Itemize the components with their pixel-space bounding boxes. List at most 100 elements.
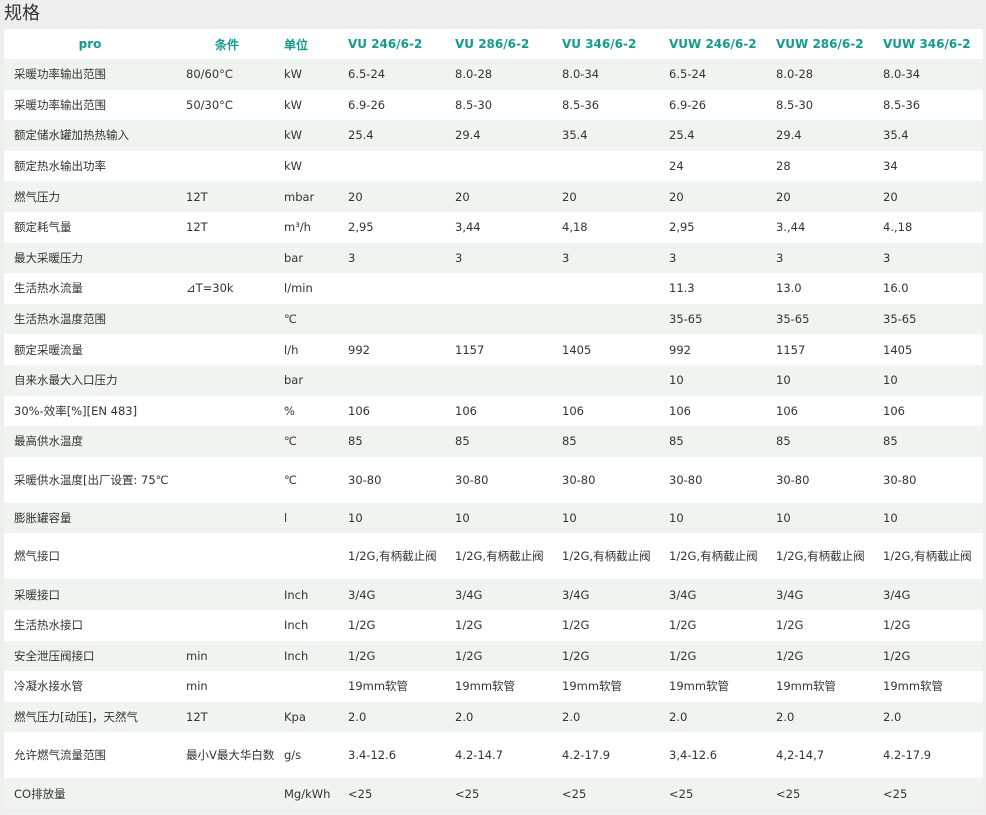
condition-cell <box>176 396 278 427</box>
unit-cell: % <box>284 403 295 418</box>
value-cell: 30-80 <box>669 472 703 487</box>
value-cell: 29.4 <box>455 128 481 143</box>
value-cell: 1/2G <box>455 618 483 633</box>
value-cell: 30-80 <box>348 472 382 487</box>
condition-cell <box>176 778 278 809</box>
value-cell: 2.0 <box>669 709 688 724</box>
spec-name-cell: 生活热水流量 <box>14 281 83 296</box>
value-cell: 3 <box>348 250 356 265</box>
condition-cell <box>176 457 278 503</box>
value-cell: 1405 <box>562 342 592 357</box>
condition-cell: 最小V最大华白数 <box>186 748 275 763</box>
value-cell: 1/2G <box>883 618 911 633</box>
unit-cell: m³/h <box>284 220 311 235</box>
value-cell: 35-65 <box>669 312 703 327</box>
table-row: 额定储水罐加热热输入 kW 25.4 29.4 35.4 25.4 29.4 35.4 <box>4 120 983 151</box>
table-row: 生活热水接口 Inch 1/2G 1/2G 1/2G 1/2G 1/2G 1/2G <box>4 609 983 641</box>
value-cell: 8.0-34 <box>883 67 921 82</box>
value-cell: 19mm软管 <box>348 679 409 694</box>
spec-name-cell: 燃气接口 <box>14 549 60 564</box>
value-cell: 6.9-26 <box>348 97 386 112</box>
value-cell: 4.,18 <box>883 220 913 235</box>
value-cell <box>556 365 663 396</box>
unit-cell: bar <box>284 250 304 265</box>
spec-name-cell: 燃气压力 <box>14 189 60 204</box>
page-title: 规格 <box>4 3 40 24</box>
unit-cell: bar <box>284 373 304 388</box>
value-cell: 3/4G <box>883 587 911 602</box>
value-cell: 3.4-12.6 <box>348 748 397 763</box>
value-cell: 13.0 <box>776 281 802 296</box>
value-cell <box>342 304 449 335</box>
value-cell <box>556 273 663 304</box>
header-vu-346: VU 346/6-2 <box>562 37 637 51</box>
value-cell: 1157 <box>776 342 806 357</box>
table-row: 生活热水流量 ⊿T=30k l/min 11.3 13.0 16.0 <box>4 273 983 304</box>
value-cell: 19mm软管 <box>562 679 623 694</box>
header-vuw-286: VUW 286/6-2 <box>776 37 864 51</box>
header-vu-286: VU 286/6-2 <box>455 37 530 51</box>
unit-cell: Inch <box>284 587 309 602</box>
unit-cell: kW <box>284 128 303 143</box>
value-cell: 106 <box>883 403 905 418</box>
table-row: 生活热水温度范围 ℃ 35-65 35-65 35-65 <box>4 303 983 335</box>
value-cell: 10 <box>776 373 791 388</box>
value-cell: 106 <box>348 403 370 418</box>
table-row: 采暖供水温度[出厂设置: 75℃ ℃ 30-80 30-80 30-80 30-80 30-… <box>4 456 983 503</box>
value-cell: 3,4-12.6 <box>669 748 718 763</box>
unit-cell: ℃ <box>284 434 297 449</box>
value-cell: 4.2-14.7 <box>455 748 504 763</box>
value-cell: 34 <box>883 159 898 174</box>
header-vuw-346: VUW 346/6-2 <box>883 37 971 51</box>
spec-name-cell: 30%-效率[%][EN 483] <box>14 403 138 418</box>
table-row: 额定耗气量 12T m³/h 2,95 3,44 4,18 2,95 3.,44 4.,18 <box>4 211 983 243</box>
table-row: CO排放量 Mg/kWh <25 <25 <25 <25 <25 <25 <box>4 778 983 809</box>
value-cell: 4.2-17.9 <box>883 748 932 763</box>
value-cell <box>342 365 449 396</box>
condition-cell <box>176 243 278 274</box>
value-cell: 19mm软管 <box>455 679 516 694</box>
value-cell: <25 <box>348 786 373 801</box>
value-cell: 10 <box>669 511 684 526</box>
value-cell: 2,95 <box>348 220 374 235</box>
unit-cell: kW <box>284 97 303 112</box>
unit-cell: l/min <box>284 281 313 296</box>
value-cell: 1/2G <box>883 648 911 663</box>
value-cell: 6.5-24 <box>348 67 386 82</box>
value-cell: 35-65 <box>883 312 917 327</box>
value-cell: 6.9-26 <box>669 97 707 112</box>
value-cell: 106 <box>562 403 584 418</box>
value-cell: 35.4 <box>562 128 588 143</box>
value-cell: 10 <box>669 373 684 388</box>
value-cell: 8.0-28 <box>455 67 493 82</box>
value-cell: 1/2G <box>776 618 804 633</box>
table-row: 安全泄压阀接口 min Inch 1/2G 1/2G 1/2G 1/2G 1/2G 1/2G <box>4 640 983 672</box>
value-cell: 24 <box>669 159 684 174</box>
value-cell: 35-65 <box>776 312 810 327</box>
spec-name-cell: 燃气压力[动压]，天然气 <box>14 709 138 724</box>
spec-name-cell: 采暖供水温度[出厂设置: 75℃ <box>14 472 169 487</box>
value-cell: 1/2G <box>348 618 376 633</box>
spec-name-cell: 采暖功率输出范围 <box>14 67 106 82</box>
spec-name-cell: 最大采暖压力 <box>14 250 83 265</box>
value-cell: 4,18 <box>562 220 588 235</box>
condition-cell: 50/30°C <box>186 97 233 112</box>
condition-cell: min <box>186 648 208 663</box>
value-cell <box>449 273 556 304</box>
spec-name-cell: 生活热水接口 <box>14 618 83 633</box>
spec-name-cell: 采暖功率输出范围 <box>14 97 106 112</box>
unit-cell: Inch <box>284 618 309 633</box>
value-cell: 25.4 <box>348 128 374 143</box>
condition-cell: 12T <box>186 189 208 204</box>
value-cell: 20 <box>669 189 684 204</box>
value-cell: 1/2G,有柄截止阀 <box>776 549 865 564</box>
value-cell: 1/2G <box>455 648 483 663</box>
unit-cell: l <box>284 511 288 526</box>
value-cell: 1/2G <box>776 648 804 663</box>
header-unit: 单位 <box>284 37 309 52</box>
value-cell: 1/2G,有柄截止阀 <box>669 549 758 564</box>
spec-name-cell: 采暖接口 <box>14 587 60 602</box>
value-cell: 85 <box>776 434 791 449</box>
spec-name-cell: 允许燃气流量范围 <box>14 748 106 763</box>
value-cell: 19mm软管 <box>776 679 837 694</box>
